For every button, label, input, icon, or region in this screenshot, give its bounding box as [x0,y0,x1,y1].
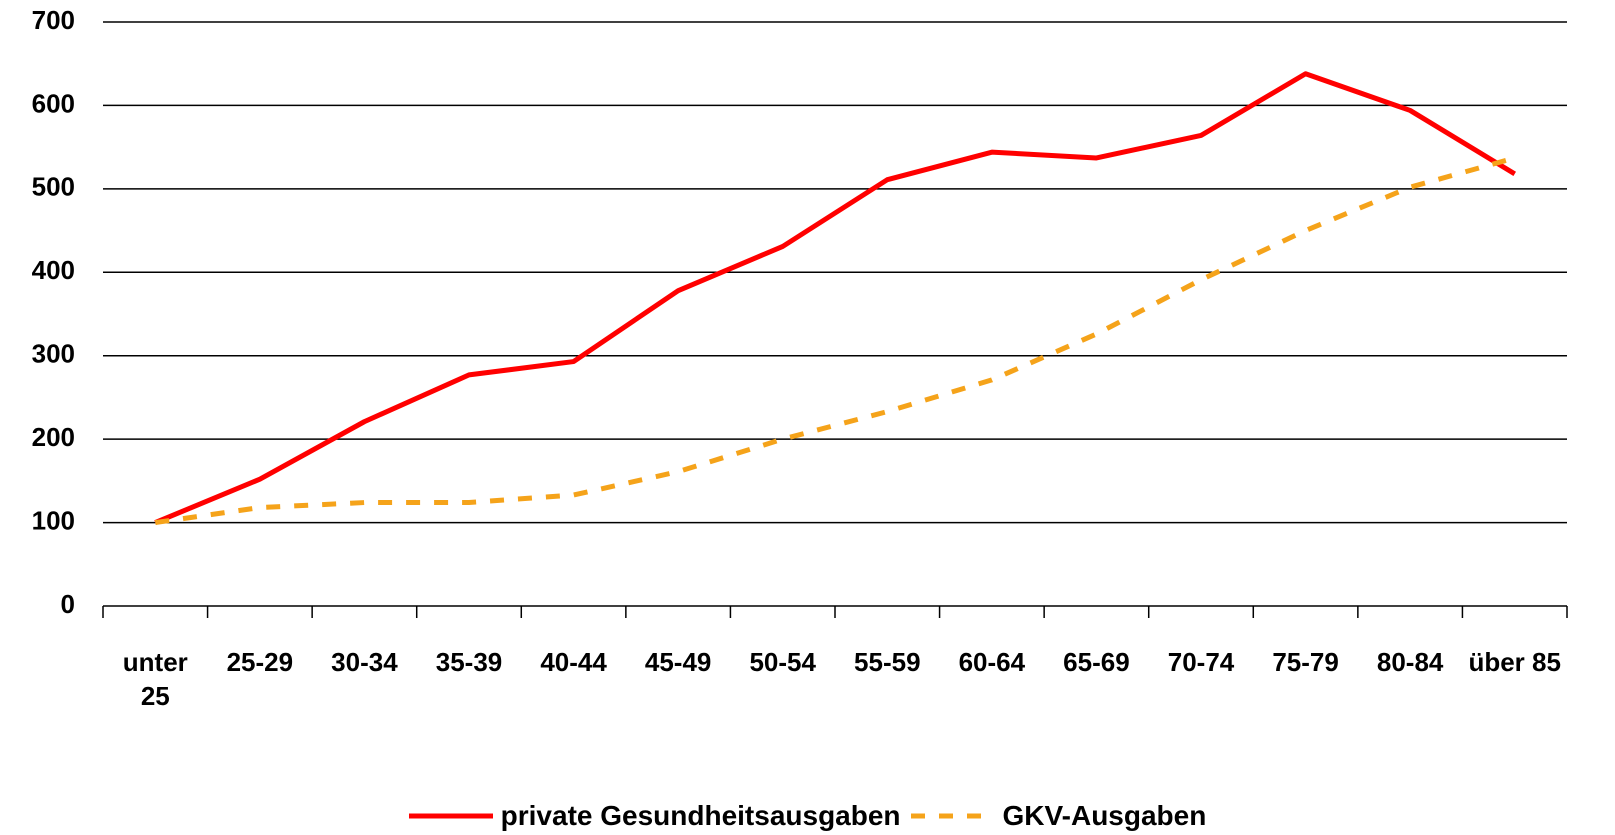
x-tick-label: 30-34 [331,647,398,677]
x-tick-label: 65-69 [1063,647,1130,677]
x-tick-label: 60-64 [958,647,1026,677]
legend-swatch [408,813,493,819]
legend-label: private Gesundheitsausgaben [500,800,901,831]
y-tick-label: 0 [61,589,75,619]
y-tick-label: 100 [32,505,75,535]
x-tick-label: 45-49 [644,647,712,677]
legend-label: GKV-Ausgaben [1002,800,1207,831]
line-series [154,155,1516,526]
x-tick-label: 40-44 [540,647,607,677]
x-tick-label: 70-74 [1167,647,1235,677]
x-tick-label: 80-84 [1376,647,1444,677]
line-series [154,71,1517,525]
legend-item: GKV-Ausgaben [910,800,1207,832]
x-tick-label: 75-79 [1272,647,1339,677]
x-tick-label: 50-54 [749,647,816,677]
legend-swatch [910,813,995,819]
y-tick-label: 700 [32,5,75,35]
legend: private Gesundheitsausgaben GKV-Ausgaben [0,800,1615,832]
y-tick-label: 500 [32,172,75,202]
x-tick-label: unter 25 [122,647,188,711]
y-tick-label: 200 [32,422,75,452]
legend-item: private Gesundheitsausgaben [408,800,901,832]
y-tick-label: 300 [32,339,75,369]
x-tick-label: 25-29 [226,647,294,677]
x-tick-label: über 85 [1468,647,1561,677]
x-tick-label: 55-59 [854,647,921,677]
y-tick-label: 400 [32,255,75,285]
y-tick-label: 600 [32,88,75,118]
x-tick-label: 35-39 [435,647,503,677]
